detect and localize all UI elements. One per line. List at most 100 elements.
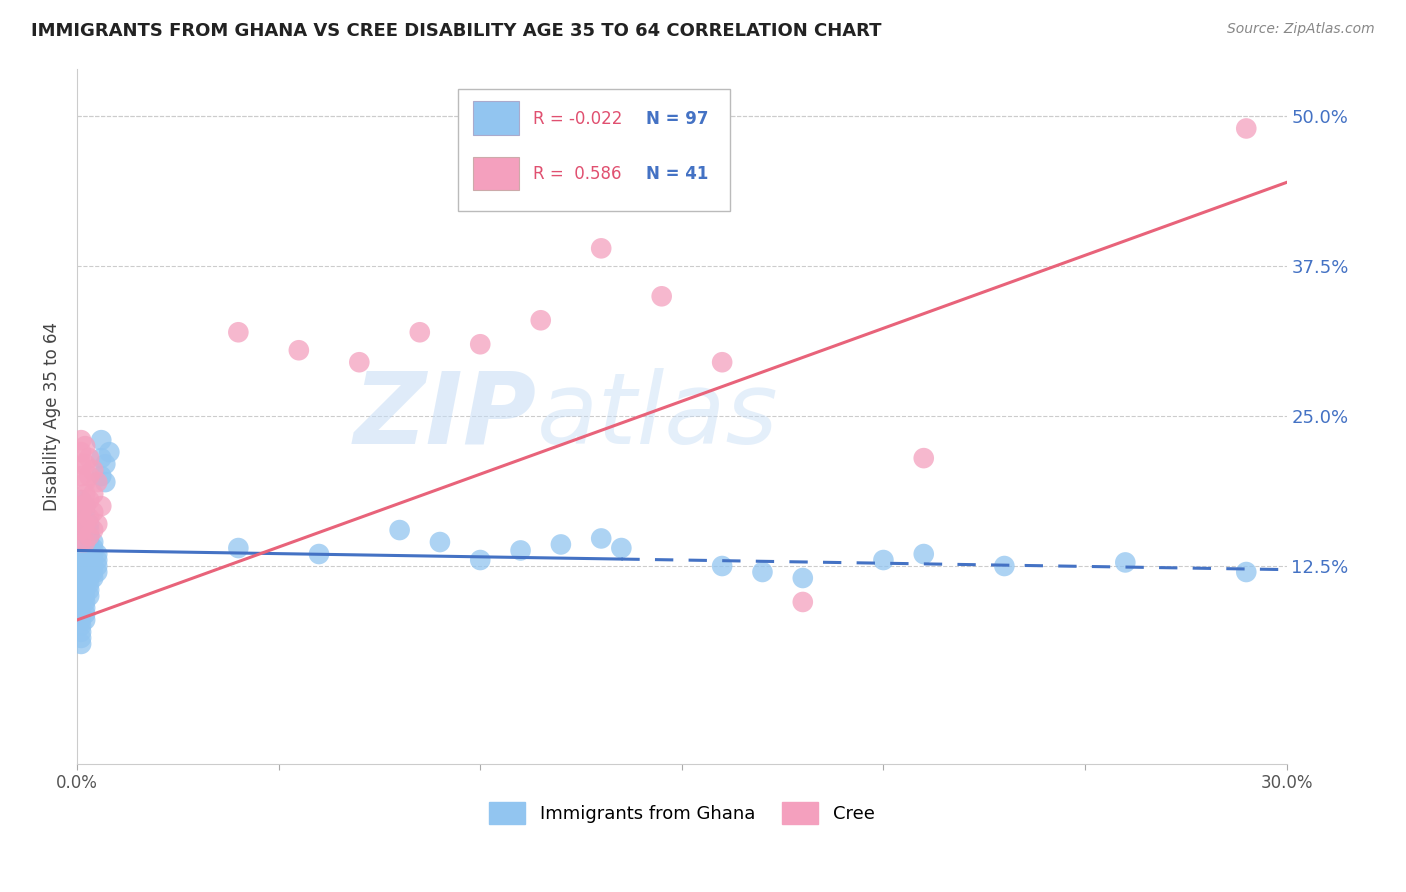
Point <box>90 433 112 447</box>
Point <box>70 511 93 525</box>
Point <box>70 517 93 532</box>
Point <box>75 499 97 513</box>
Point <box>308 547 330 561</box>
Point <box>86 547 108 561</box>
Point <box>75 523 97 537</box>
Point <box>70 469 93 483</box>
Point <box>70 457 93 471</box>
Text: N = 97: N = 97 <box>645 110 709 128</box>
Point <box>409 325 432 339</box>
Point <box>75 582 97 597</box>
Point <box>70 523 93 537</box>
Point <box>82 547 104 561</box>
Point <box>86 553 108 567</box>
Point <box>75 535 97 549</box>
Point <box>75 571 97 585</box>
Point <box>94 457 117 471</box>
Point <box>75 499 97 513</box>
Point <box>70 556 93 570</box>
Point <box>70 535 93 549</box>
Point <box>70 493 93 508</box>
Point <box>75 577 97 591</box>
Legend: Immigrants from Ghana, Cree: Immigrants from Ghana, Cree <box>489 802 875 824</box>
Point <box>82 541 104 555</box>
Point <box>75 517 97 532</box>
Point <box>75 607 97 621</box>
Point <box>77 523 100 537</box>
Point <box>912 547 935 561</box>
Point <box>90 451 112 466</box>
Point <box>70 601 93 615</box>
Y-axis label: Disability Age 35 to 64: Disability Age 35 to 64 <box>44 322 60 511</box>
Point <box>75 565 97 579</box>
Point <box>792 595 814 609</box>
Point <box>75 505 97 519</box>
Point <box>70 637 93 651</box>
Text: N = 41: N = 41 <box>645 165 709 183</box>
Point <box>993 559 1015 574</box>
Point <box>470 553 492 567</box>
Point <box>90 499 112 513</box>
Point <box>388 523 411 537</box>
Point <box>82 535 104 549</box>
Point <box>792 571 814 585</box>
Point <box>75 541 97 555</box>
Point <box>70 505 93 519</box>
Point <box>82 565 104 579</box>
Point <box>70 563 93 577</box>
Text: ZIP: ZIP <box>354 368 537 465</box>
Point <box>1114 556 1136 570</box>
Point <box>75 517 97 532</box>
Point <box>70 624 93 639</box>
Point <box>75 613 97 627</box>
Point <box>70 631 93 645</box>
Point <box>77 529 100 543</box>
FancyBboxPatch shape <box>472 101 519 135</box>
Point <box>228 541 250 555</box>
Point <box>70 553 93 567</box>
Point <box>75 559 97 574</box>
Point <box>77 553 100 567</box>
Point <box>70 613 93 627</box>
Text: IMMIGRANTS FROM GHANA VS CREE DISABILITY AGE 35 TO 64 CORRELATION CHART: IMMIGRANTS FROM GHANA VS CREE DISABILITY… <box>31 22 882 40</box>
Point <box>77 547 100 561</box>
Point <box>86 475 108 489</box>
Point <box>70 499 93 513</box>
Point <box>77 493 100 508</box>
Point <box>70 607 93 621</box>
Point <box>872 553 894 567</box>
Point <box>70 574 93 589</box>
Point <box>70 582 93 597</box>
Point <box>77 571 100 585</box>
Point <box>82 505 104 519</box>
Point <box>75 475 97 489</box>
Point <box>70 505 93 519</box>
Point <box>77 451 100 466</box>
Point <box>651 289 673 303</box>
Point <box>70 589 93 603</box>
Point <box>70 517 93 532</box>
Point <box>751 565 773 579</box>
Point <box>70 595 93 609</box>
Point <box>70 547 93 561</box>
Text: atlas: atlas <box>537 368 779 465</box>
Point <box>70 445 93 459</box>
Text: R =  0.586: R = 0.586 <box>533 165 621 183</box>
Point <box>70 571 93 585</box>
Point <box>429 535 451 549</box>
Point <box>75 487 97 501</box>
Point <box>509 543 531 558</box>
Point <box>75 553 97 567</box>
Point <box>86 559 108 574</box>
Point <box>77 535 100 549</box>
Point <box>288 343 311 358</box>
Point <box>70 619 93 633</box>
Point <box>77 577 100 591</box>
Point <box>70 565 93 579</box>
Point <box>470 337 492 351</box>
Point <box>75 439 97 453</box>
FancyBboxPatch shape <box>472 157 519 190</box>
Point <box>70 433 93 447</box>
Point <box>70 541 93 555</box>
Point <box>228 325 250 339</box>
